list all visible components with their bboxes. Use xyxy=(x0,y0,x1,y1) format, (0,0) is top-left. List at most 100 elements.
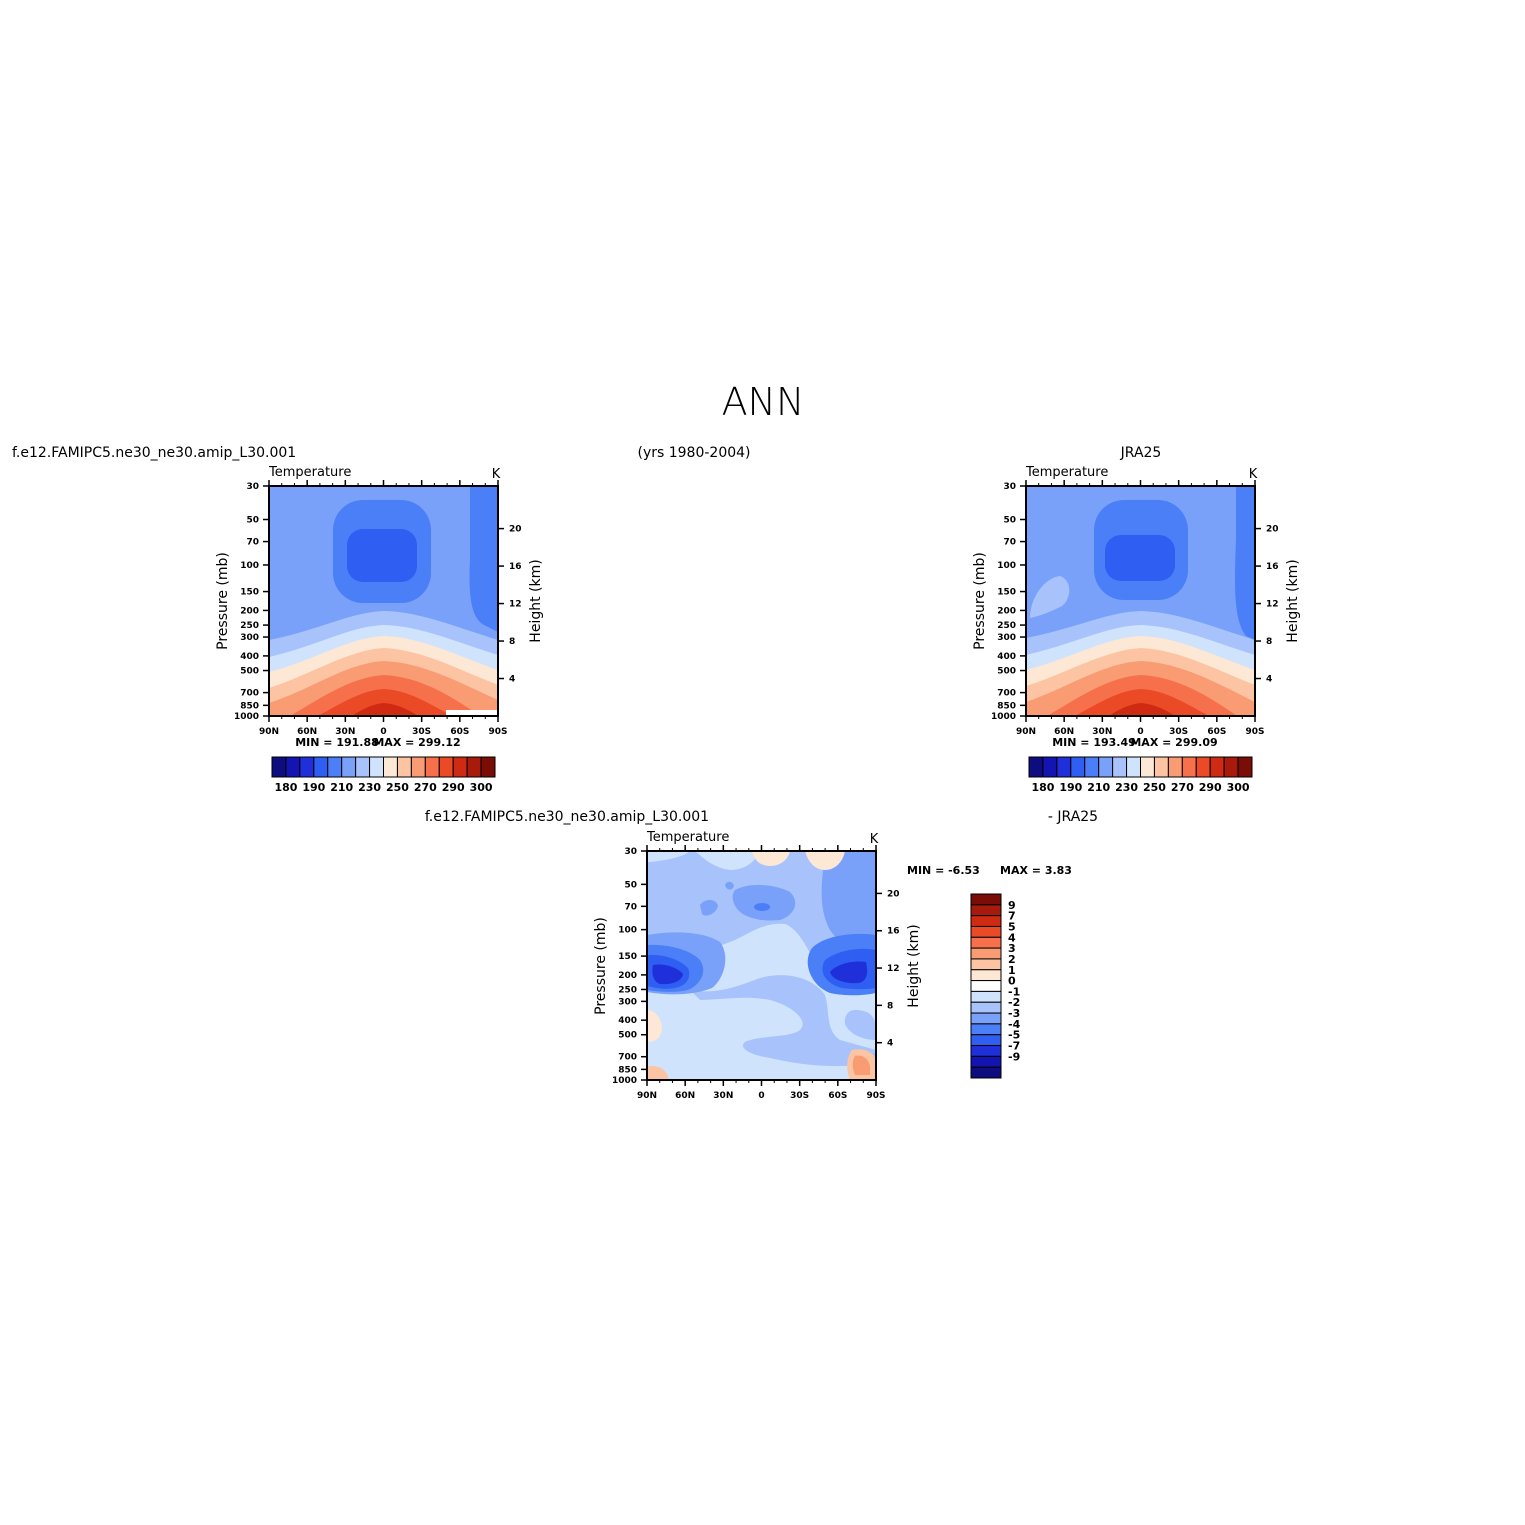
x-tick-label: 60N xyxy=(297,727,317,737)
y-right-tick-label: 4 xyxy=(1266,675,1272,685)
colorbar-swatch xyxy=(970,1001,1002,1014)
y-tick-label: 150 xyxy=(618,952,637,962)
x-tick-label: 90N xyxy=(637,1091,657,1101)
colorbar-swatch xyxy=(970,1012,1002,1025)
diff-contour-field xyxy=(647,851,876,1080)
colorbar-label: 300 xyxy=(1227,781,1250,794)
colorbar-swatch xyxy=(970,947,1002,960)
y-tick-label: 70 xyxy=(246,538,259,548)
colorbar-label: 290 xyxy=(1199,781,1222,794)
x-tick-label: 60S xyxy=(450,727,469,737)
diff-subtitle: Temperature xyxy=(646,830,729,845)
page-title: ANN xyxy=(722,380,805,424)
colorbar-label: 230 xyxy=(358,781,381,794)
colorbar-swatch xyxy=(970,990,1002,1003)
y-tick-label: 50 xyxy=(1003,516,1016,526)
diff-y-axis-title-right: Height (km) xyxy=(906,924,922,1007)
obs-max-text: MAX = 299.09 xyxy=(1130,736,1217,749)
y-tick-label: 850 xyxy=(240,701,259,711)
diff-max-text: MAX = 3.83 xyxy=(1000,864,1072,877)
y-tick-label: 250 xyxy=(618,985,637,995)
y-right-tick-label: 16 xyxy=(1266,562,1279,572)
colorbar-label: 190 xyxy=(1059,781,1082,794)
colorbar-swatch xyxy=(970,904,1002,917)
diff-min-text: MIN = -6.53 xyxy=(907,864,980,877)
y-tick-label: 400 xyxy=(997,652,1016,662)
colorbar-label: 210 xyxy=(1087,781,1110,794)
y-tick-label: 30 xyxy=(1003,482,1016,492)
model-units-label: K xyxy=(492,467,501,482)
y-right-tick-label: 16 xyxy=(887,927,900,937)
obs-min-text: MIN = 193.49 xyxy=(1052,736,1136,749)
colorbar-label: 230 xyxy=(1115,781,1138,794)
x-tick-label: 60N xyxy=(675,1091,695,1101)
y-right-tick-label: 8 xyxy=(887,1001,893,1011)
colorbar-swatch xyxy=(313,756,329,778)
y-tick-label: 400 xyxy=(618,1016,637,1026)
obs-units-label: K xyxy=(1249,467,1258,482)
y-tick-label: 1000 xyxy=(612,1076,637,1086)
colorbar-label: -5 xyxy=(1008,1029,1020,1042)
colorbar-swatch xyxy=(970,958,1002,971)
obs-panel: Temperature K Pressure (mb) Height (km) … xyxy=(972,465,1301,794)
colorbar-swatch xyxy=(970,980,1002,992)
colorbar-label: -4 xyxy=(1008,1018,1021,1031)
x-tick-label: 0 xyxy=(1137,727,1143,737)
x-tick-label: 90N xyxy=(259,727,279,737)
x-tick-label: 90S xyxy=(488,727,507,737)
colorbar-label: 7 xyxy=(1008,910,1016,923)
x-tick-label: 60S xyxy=(828,1091,847,1101)
colorbar-swatch xyxy=(970,1045,1002,1057)
colorbar-label: 180 xyxy=(1031,781,1054,794)
y-right-tick-label: 4 xyxy=(887,1039,893,1049)
x-tick-label: 30S xyxy=(1169,727,1188,737)
colorbar-label: 250 xyxy=(1143,781,1166,794)
y-right-tick-label: 12 xyxy=(1266,600,1279,610)
colorbar-swatch xyxy=(970,1034,1002,1047)
diff-axis-ticks: 90N 60N 30N 0 30S 60S 90S 30 50 70 100 150 200 250 300… xyxy=(612,845,900,1101)
y-tick-label: 150 xyxy=(997,588,1016,598)
x-tick-label: 90N xyxy=(1016,727,1036,737)
colorbar-swatch xyxy=(1153,756,1169,778)
colorbar-swatch xyxy=(1223,756,1239,778)
colorbar-swatch xyxy=(1237,756,1253,778)
colorbar-label: -1 xyxy=(1008,985,1020,998)
y-tick-label: 70 xyxy=(1003,538,1016,548)
colorbar-label: 290 xyxy=(442,781,465,794)
diff-panel: Temperature K Pressure (mb) Height (km) … xyxy=(593,830,1072,1101)
colorbar-swatch xyxy=(396,756,412,778)
obs-axis-ticks: 90N 60N 30N 0 30S 60S 90S 30 50 70 100 150 200 250 300… xyxy=(991,480,1279,737)
x-tick-label: 90S xyxy=(1245,727,1264,737)
colorbar-label: -3 xyxy=(1008,1007,1020,1020)
colorbar-label: 0 xyxy=(1008,975,1016,988)
colorbar-label: 3 xyxy=(1008,942,1016,955)
y-tick-label: 30 xyxy=(624,847,637,857)
y-tick-label: 300 xyxy=(618,997,637,1007)
colorbar-swatch xyxy=(1070,756,1086,778)
y-tick-label: 700 xyxy=(240,689,259,699)
model-subtitle: Temperature xyxy=(268,465,351,480)
x-tick-label: 60N xyxy=(1054,727,1074,737)
y-right-tick-label: 12 xyxy=(887,964,900,974)
y-tick-label: 200 xyxy=(997,606,1016,616)
colorbar-swatch xyxy=(438,756,454,778)
colorbar-label: 270 xyxy=(414,781,437,794)
colorbar-swatch xyxy=(271,756,287,778)
x-tick-label: 90S xyxy=(866,1091,885,1101)
x-tick-label: 30S xyxy=(412,727,431,737)
colorbar-label: 250 xyxy=(386,781,409,794)
colorbar-label: 2 xyxy=(1008,953,1016,966)
colorbar-label: 1 xyxy=(1008,964,1016,977)
y-tick-label: 250 xyxy=(997,621,1016,631)
obs-y-axis-title: Pressure (mb) xyxy=(972,552,988,650)
y-right-tick-label: 4 xyxy=(509,675,515,685)
y-right-tick-label: 8 xyxy=(1266,637,1272,647)
colorbar-label: -9 xyxy=(1008,1050,1020,1063)
x-tick-label: 0 xyxy=(380,727,386,737)
y-tick-label: 500 xyxy=(618,1031,637,1041)
diff-obs-name-label: - JRA25 xyxy=(1048,809,1098,825)
model-colorbar: 180 190 210 230 250 270 290 300 xyxy=(271,756,496,794)
x-tick-label: 30N xyxy=(713,1091,733,1101)
x-tick-label: 30S xyxy=(790,1091,809,1101)
